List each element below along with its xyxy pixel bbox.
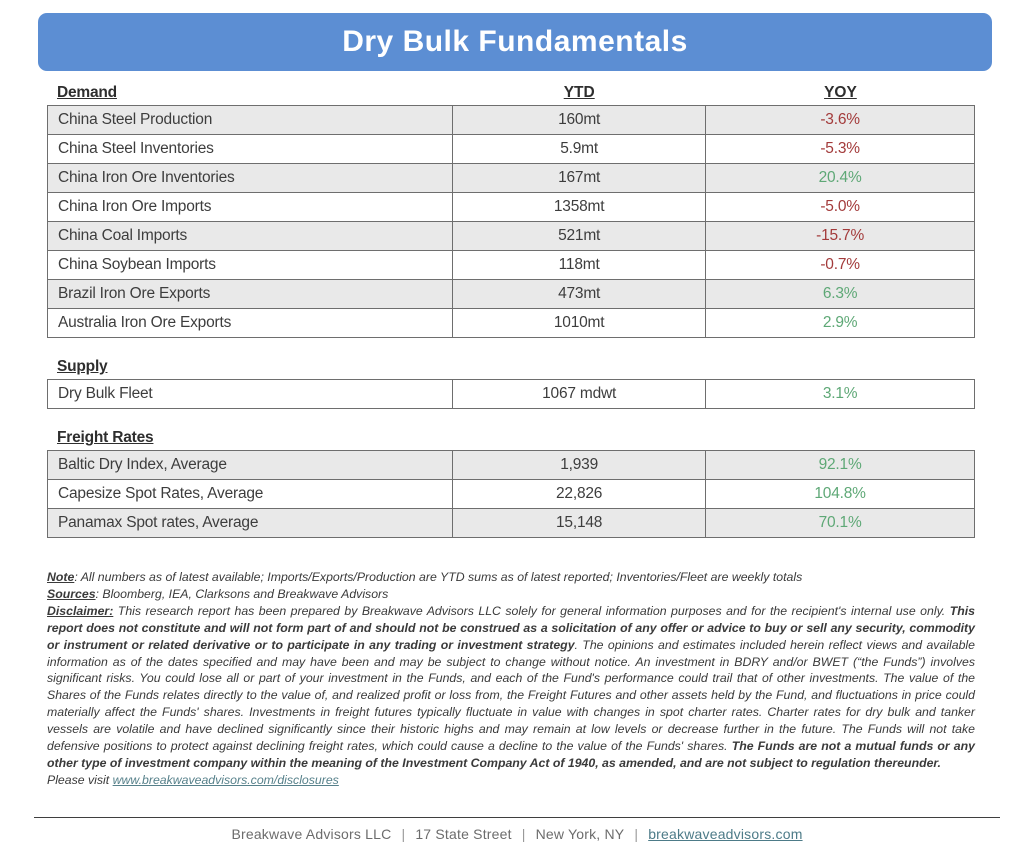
disclaimer-segment: This research report has been prepared b…	[113, 603, 950, 618]
freight-rates-table: Baltic Dry Index, Average 1,939 92.1% Capes…	[46, 450, 975, 538]
footer-city: New York, NY	[535, 826, 625, 842]
demand-table: China Steel Production 160mt -3.6% China St…	[46, 105, 975, 338]
table-row: Panamax Spot rates, Average 15,148 70.1%	[46, 508, 975, 538]
disclaimer-segment: . The opinions and estimates included he…	[47, 637, 975, 754]
column-header-ytd: YTD	[563, 84, 595, 101]
freight-header-row: Freight Rates	[47, 429, 975, 447]
row-ytd-value: 118mt	[452, 250, 707, 280]
supply-table: Dry Bulk Fleet 1067 mdwt 3.1%	[46, 379, 975, 409]
footer-street: 17 State Street	[415, 826, 512, 842]
note-text: : All numbers as of latest available; Im…	[74, 570, 803, 584]
demand-header-row: Demand YTD YOY	[47, 84, 975, 102]
report-content: Demand YTD YOY China Steel Production 160…	[46, 84, 975, 789]
notes-block: Note: All numbers as of latest available…	[47, 569, 975, 789]
visit-line: Please visit www.breakwaveadvisors.com/d…	[47, 772, 975, 789]
row-ytd-value: 22,826	[452, 479, 707, 509]
footer-separator: |	[634, 826, 639, 842]
row-yoy-value: 3.1%	[705, 379, 975, 409]
row-label: Australia Iron Ore Exports	[46, 308, 454, 338]
table-row: China Iron Ore Inventories 167mt 20.4%	[46, 163, 975, 193]
row-yoy-value: -0.7%	[705, 250, 975, 280]
table-row: China Soybean Imports 118mt -0.7%	[46, 250, 975, 280]
footer-separator: |	[521, 826, 526, 842]
disclaimer-segment: This report does not constitute and will…	[47, 603, 975, 652]
table-row: China Coal Imports 521mt -15.7%	[46, 221, 975, 251]
row-label: China Steel Production	[46, 105, 454, 135]
footer-website-link[interactable]: breakwaveadvisors.com	[648, 826, 803, 842]
row-ytd-value: 1358mt	[452, 192, 707, 222]
disclaimer-label: Disclaimer:	[47, 603, 114, 618]
table-row: Capesize Spot Rates, Average 22,826 104.8%	[46, 479, 975, 509]
row-label: Baltic Dry Index, Average	[46, 450, 454, 480]
row-label: China Steel Inventories	[46, 134, 454, 164]
table-row: Australia Iron Ore Exports 1010mt 2.9%	[46, 308, 975, 338]
footer-separator: |	[401, 826, 406, 842]
sources-label: Sources	[47, 586, 96, 601]
disclaimer-segment: The Funds are not a mutual funds or any …	[47, 739, 975, 770]
section-label-demand: Demand	[57, 84, 117, 101]
table-row: Baltic Dry Index, Average 1,939 92.1%	[46, 450, 975, 480]
footer-divider	[34, 817, 1000, 818]
table-row: Brazil Iron Ore Exports 473mt 6.3%	[46, 279, 975, 309]
row-yoy-value: 2.9%	[705, 308, 975, 338]
row-label: Capesize Spot Rates, Average	[46, 479, 454, 509]
table-row: China Steel Production 160mt -3.6%	[46, 105, 975, 135]
page-title: Dry Bulk Fundamentals	[342, 25, 688, 58]
table-row: China Iron Ore Imports 1358mt -5.0%	[46, 192, 975, 222]
row-label: China Coal Imports	[46, 221, 454, 251]
section-label-supply: Supply	[57, 358, 108, 375]
table-row: Dry Bulk Fleet 1067 mdwt 3.1%	[46, 379, 975, 409]
row-yoy-value: 92.1%	[705, 450, 975, 480]
row-label: China Soybean Imports	[46, 250, 454, 280]
sources-line: Sources: Bloomberg, IEA, Clarksons and B…	[47, 586, 975, 603]
row-ytd-value: 1010mt	[452, 308, 707, 338]
column-header-yoy: YOY	[824, 84, 857, 101]
row-label: Brazil Iron Ore Exports	[46, 279, 454, 309]
row-label: Dry Bulk Fleet	[46, 379, 454, 409]
row-ytd-value: 5.9mt	[452, 134, 707, 164]
row-ytd-value: 15,148	[452, 508, 707, 538]
row-label: China Iron Ore Imports	[46, 192, 454, 222]
title-banner: Dry Bulk Fundamentals	[38, 13, 992, 71]
row-ytd-value: 160mt	[452, 105, 707, 135]
row-yoy-value: -5.3%	[705, 134, 975, 164]
row-yoy-value: -5.0%	[705, 192, 975, 222]
footer: Breakwave Advisors LLC | 17 State Street | N…	[34, 817, 1000, 842]
row-ytd-value: 1,939	[452, 450, 707, 480]
note-label: Note	[47, 570, 75, 584]
disclosures-link[interactable]: www.breakwaveadvisors.com/disclosures	[112, 772, 339, 787]
row-ytd-value: 1067 mdwt	[452, 379, 707, 409]
section-label-freight-rates: Freight Rates	[57, 429, 154, 446]
disclaimer-text: This research report has been prepared b…	[47, 604, 975, 770]
row-label: Panamax Spot rates, Average	[46, 508, 454, 538]
footer-company: Breakwave Advisors LLC	[231, 826, 392, 842]
supply-header-row: Supply	[47, 358, 975, 376]
row-yoy-value: -15.7%	[705, 221, 975, 251]
row-label: China Iron Ore Inventories	[46, 163, 454, 193]
visit-text: Please visit	[47, 772, 113, 787]
row-ytd-value: 473mt	[452, 279, 707, 309]
row-yoy-value: 6.3%	[705, 279, 975, 309]
row-ytd-value: 521mt	[452, 221, 707, 251]
row-yoy-value: -3.6%	[705, 105, 975, 135]
note-line: Note: All numbers as of latest available…	[47, 569, 975, 586]
row-yoy-value: 70.1%	[705, 508, 975, 538]
row-yoy-value: 104.8%	[705, 479, 975, 509]
row-yoy-value: 20.4%	[705, 163, 975, 193]
footer-contact-line: Breakwave Advisors LLC | 17 State Street | N…	[34, 826, 1000, 842]
sources-text: : Bloomberg, IEA, Clarksons and Breakwav…	[95, 586, 389, 601]
row-ytd-value: 167mt	[452, 163, 707, 193]
disclaimer-paragraph: Disclaimer: This research report has bee…	[47, 603, 975, 772]
table-row: China Steel Inventories 5.9mt -5.3%	[46, 134, 975, 164]
